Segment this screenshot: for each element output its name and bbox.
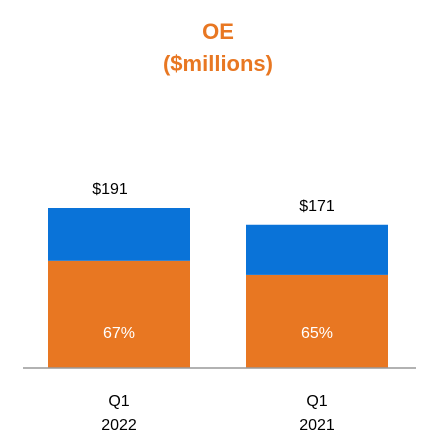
category-quarter-label: Q1 — [108, 393, 129, 410]
bar-segment-orange-1 — [246, 274, 388, 368]
segment-percent-label: 67% — [103, 325, 135, 342]
bar-total-label: $191 — [92, 181, 128, 198]
bars-group — [48, 208, 388, 368]
segment-percent-label: 65% — [301, 325, 333, 342]
chart-subtitle: ($millions) — [163, 51, 273, 76]
category-year-label: 2021 — [299, 417, 335, 434]
chart-title: OE — [202, 19, 234, 44]
bar-segment-blue-0 — [48, 208, 190, 261]
bar-segment-orange-0 — [48, 260, 190, 368]
bar-segment-blue-1 — [246, 224, 388, 275]
labels-group: 67% $191 Q1 2022 65% $171 Q1 2021 — [92, 181, 335, 434]
category-quarter-label: Q1 — [306, 393, 327, 410]
category-year-label: 2022 — [101, 417, 137, 434]
bar-total-label: $171 — [299, 198, 335, 215]
